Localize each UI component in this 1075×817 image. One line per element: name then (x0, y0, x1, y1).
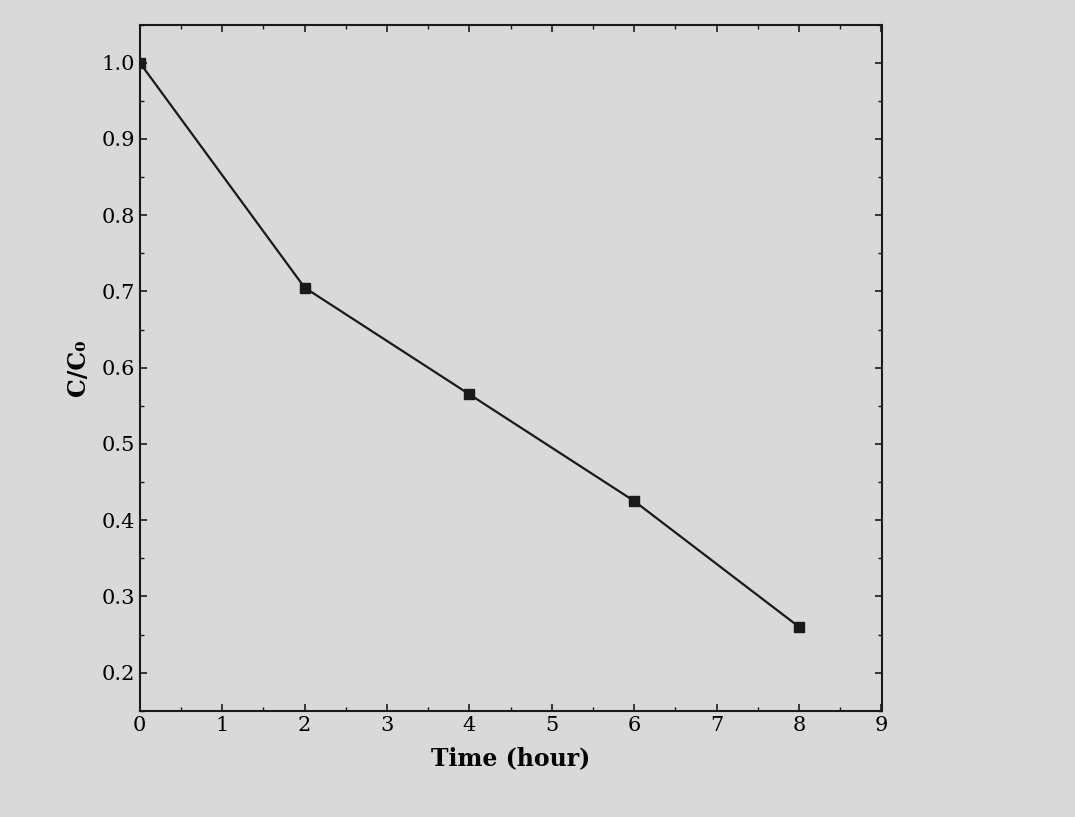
Y-axis label: C/C₀: C/C₀ (67, 339, 90, 396)
X-axis label: Time (hour): Time (hour) (431, 746, 590, 770)
